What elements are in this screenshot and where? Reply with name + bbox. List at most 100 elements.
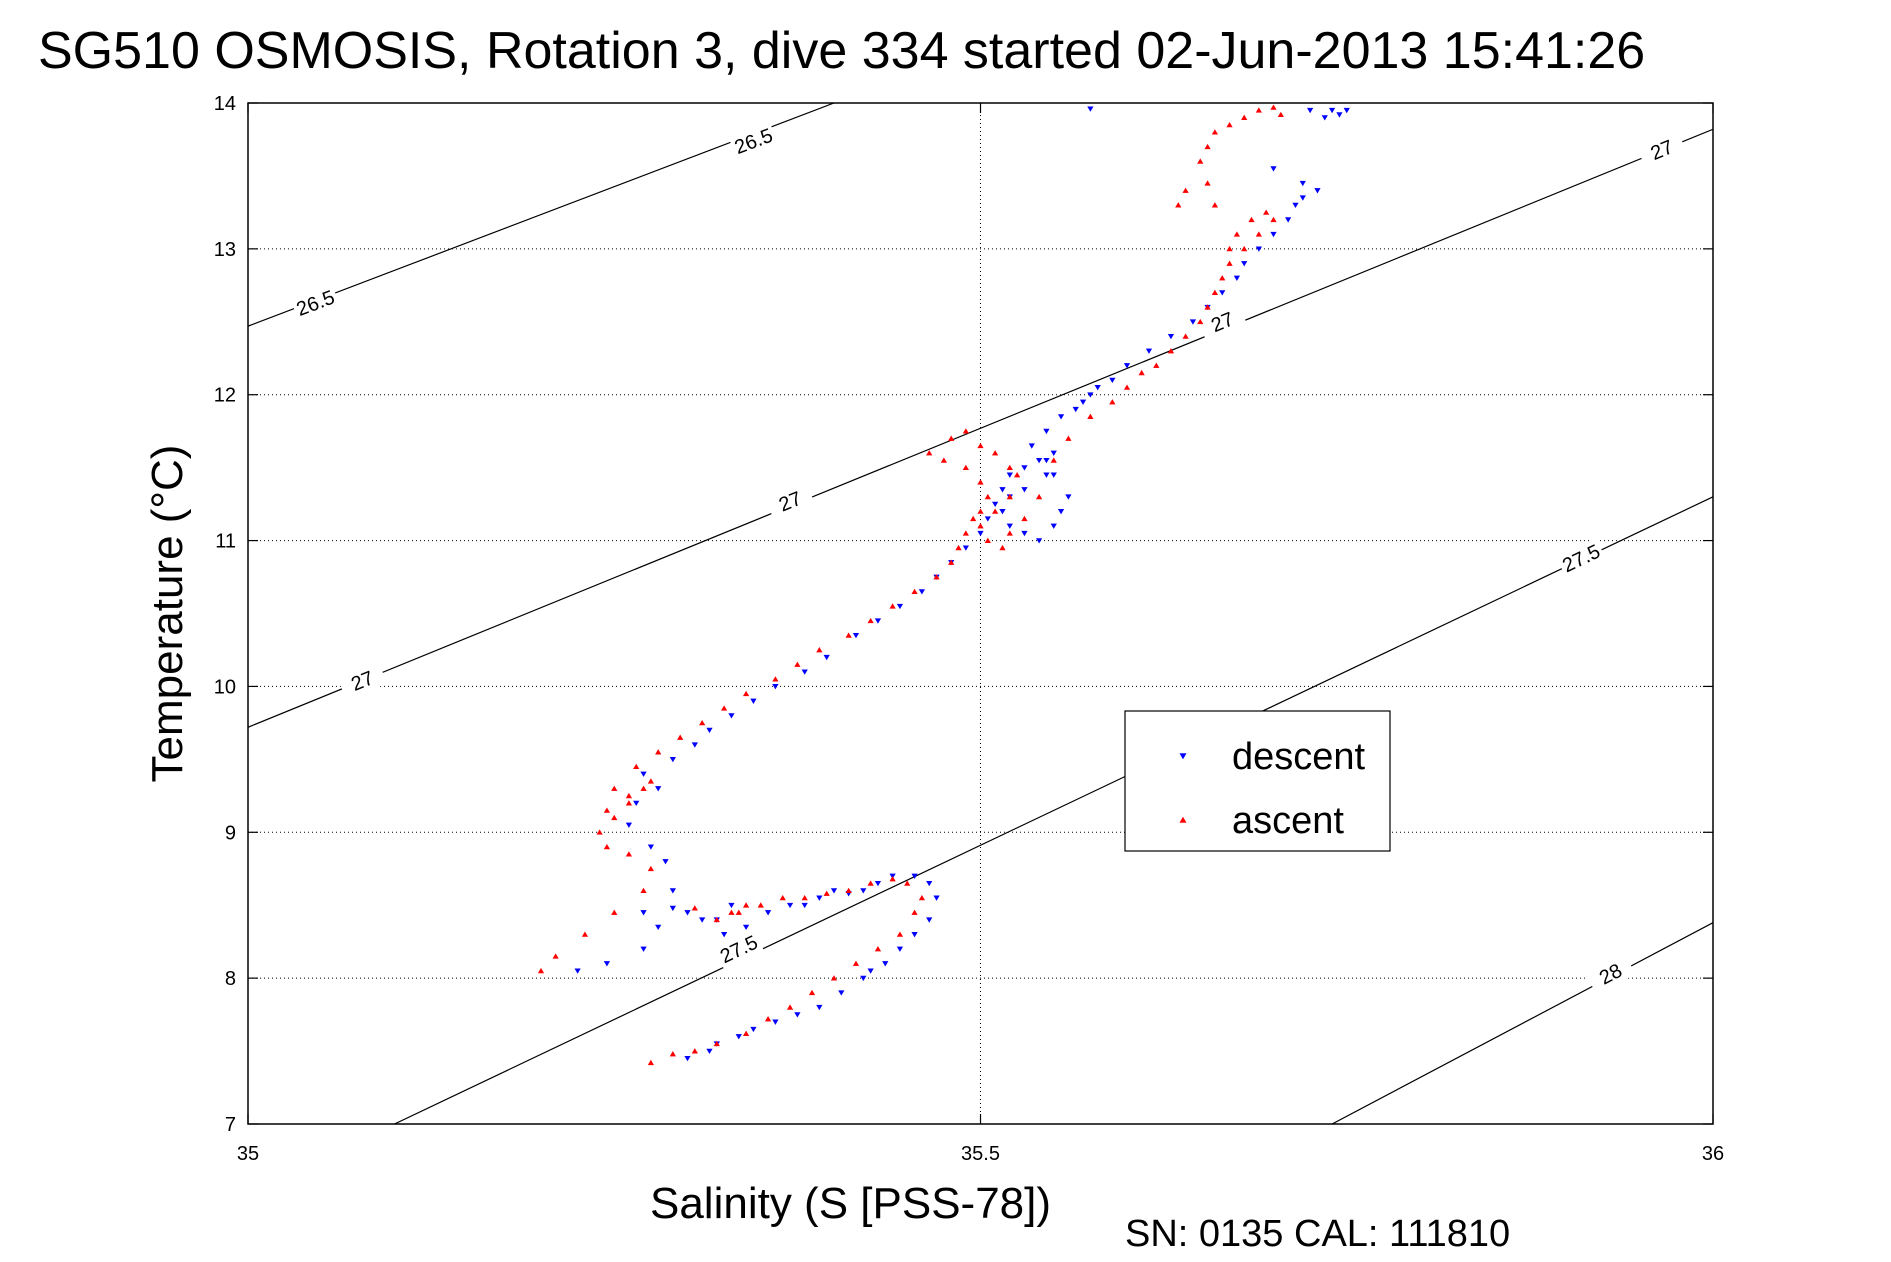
- ascent-point: [1153, 362, 1160, 368]
- descent-point: [838, 990, 845, 996]
- serial-calibration-note: SN: 0135 CAL: 111810: [1125, 1213, 1510, 1255]
- ascent-point: [1197, 158, 1204, 164]
- ascent-point: [823, 890, 830, 896]
- descent-point: [1285, 217, 1292, 223]
- ascent-point: [1270, 216, 1277, 223]
- ascent-point: [655, 749, 662, 755]
- ascent-point: [764, 1016, 772, 1022]
- ascent-point: [640, 887, 647, 894]
- y-tick-label: 8: [225, 968, 236, 990]
- descent-point: [1021, 530, 1028, 537]
- x-tick-label: 36: [1702, 1143, 1724, 1165]
- descent-point: [706, 727, 713, 734]
- descent-point: [1021, 465, 1028, 471]
- ascent-point: [977, 523, 984, 529]
- descent-point: [684, 1055, 691, 1062]
- ascent-point: [940, 457, 947, 463]
- descent-point: [735, 1034, 742, 1040]
- ascent-point: [772, 676, 779, 682]
- descent-point: [874, 618, 882, 624]
- ascent-point: [867, 617, 874, 624]
- y-axis-label: Temperature (°C): [143, 445, 192, 783]
- ascent-point: [669, 1051, 676, 1057]
- descent-point: [882, 961, 889, 967]
- ascent-point: [1065, 435, 1072, 441]
- ascent-point: [1241, 114, 1248, 120]
- descent-point: [1043, 457, 1050, 464]
- descent-point: [786, 902, 794, 909]
- ascent-point: [911, 909, 918, 915]
- descent-point: [1219, 290, 1226, 296]
- ascent-point: [962, 464, 969, 471]
- descent-point: [1292, 202, 1299, 209]
- ascent-point: [1277, 111, 1284, 118]
- descent-point: [640, 910, 647, 916]
- ascent-point: [830, 975, 838, 981]
- descent-point: [1270, 166, 1277, 172]
- descent-point: [1043, 472, 1050, 478]
- ascent-point: [794, 661, 801, 667]
- descent-point: [1123, 363, 1131, 369]
- descent-point: [823, 654, 830, 661]
- descent-point: [1006, 523, 1013, 529]
- ascent-point: [1006, 464, 1013, 471]
- descent-point: [574, 968, 581, 974]
- ascent-point: [867, 880, 874, 886]
- ascent-point: [691, 905, 698, 911]
- descent-point: [1006, 472, 1013, 478]
- descent-point: [1087, 106, 1094, 112]
- ascent-point: [1270, 104, 1277, 110]
- ascent-point: [1255, 231, 1262, 237]
- descent-point: [1270, 231, 1277, 238]
- legend-marker-descent: [1179, 753, 1187, 760]
- ascent-point: [633, 763, 640, 770]
- ascent-point: [742, 902, 750, 908]
- descent-point: [1299, 180, 1306, 187]
- ascent-point: [1123, 384, 1131, 390]
- y-tick-label: 12: [214, 385, 236, 407]
- contour-label-bg: [728, 121, 779, 160]
- ascent-point: [1233, 231, 1240, 237]
- ascent-point: [1014, 472, 1021, 478]
- ascent-point: [962, 530, 969, 536]
- ascent-point: [816, 647, 823, 653]
- descent-point: [801, 902, 808, 909]
- descent-point: [918, 589, 926, 595]
- descent-point: [1050, 450, 1057, 456]
- descent-point: [830, 888, 838, 894]
- contour-label-bg: [1197, 302, 1248, 342]
- ascent-point: [1182, 187, 1189, 193]
- density-contour-27.5: [394, 496, 1713, 1124]
- descent-point: [1072, 406, 1079, 413]
- ascent-point: [757, 902, 764, 908]
- descent-point: [1079, 399, 1087, 405]
- descent-point: [1057, 414, 1065, 420]
- descent-point: [977, 530, 984, 537]
- ascent-point: [970, 515, 977, 522]
- ascent-point: [911, 588, 918, 595]
- descent-point: [684, 910, 691, 916]
- descent-point: [1035, 538, 1043, 544]
- ascent-point: [1226, 121, 1233, 128]
- ascent-point: [735, 909, 742, 915]
- descent-point: [1035, 457, 1043, 464]
- descent-point: [992, 501, 999, 508]
- legend: descent ascent: [1124, 710, 1391, 852]
- descent-point: [860, 975, 867, 982]
- ascent-point: [962, 428, 969, 434]
- ascent-point: [1087, 413, 1094, 419]
- descent-point: [728, 902, 735, 909]
- ascent-point: [874, 946, 882, 952]
- descent-point: [647, 844, 654, 850]
- ascent-point: [699, 719, 706, 726]
- ascent-point: [801, 894, 808, 901]
- ascent-point: [1006, 493, 1013, 500]
- ascent-point: [1211, 289, 1219, 295]
- legend-box: [1124, 710, 1391, 852]
- ascent-point: [728, 909, 735, 915]
- descent-point: [1307, 107, 1314, 114]
- ascent-point: [1204, 304, 1211, 310]
- ascent-point: [1241, 245, 1248, 252]
- legend-label-descent: descent: [1232, 736, 1366, 778]
